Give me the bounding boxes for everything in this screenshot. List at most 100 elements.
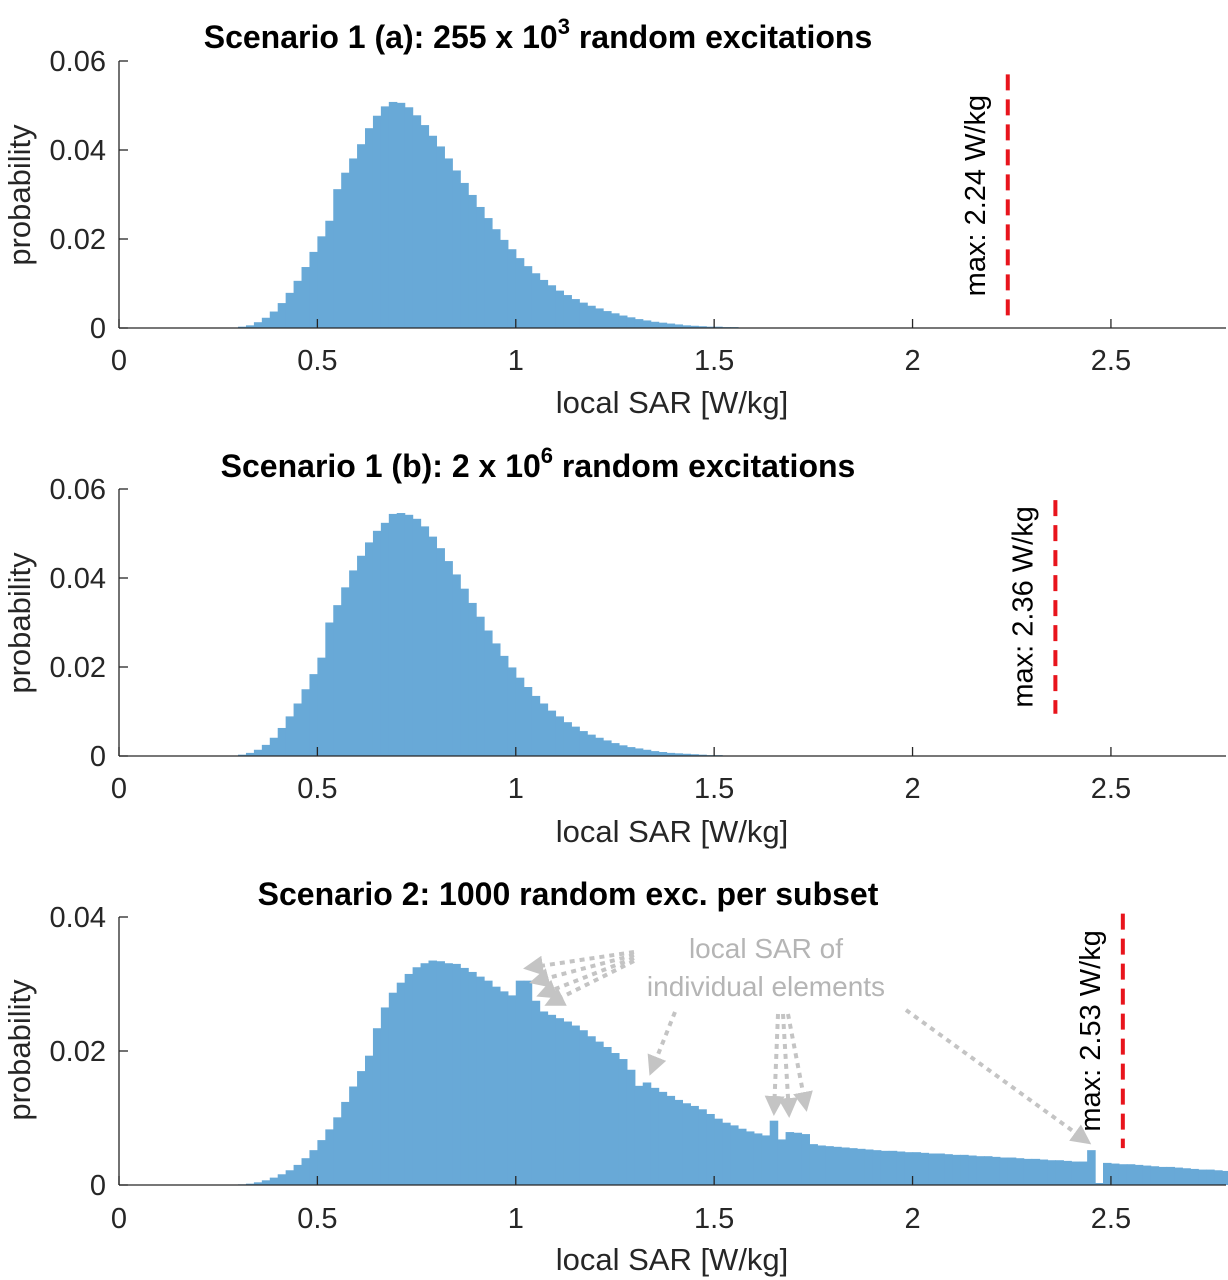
histogram-bar bbox=[349, 1086, 358, 1185]
axes bbox=[118, 60, 1226, 329]
histogram-bar bbox=[991, 1156, 1001, 1185]
histogram-bar bbox=[277, 303, 287, 328]
histogram-bar bbox=[349, 158, 358, 328]
y-tick-label: 0.02 bbox=[50, 1036, 106, 1068]
histogram-bar bbox=[388, 101, 398, 328]
histogram-bar bbox=[341, 172, 350, 328]
histogram-bar bbox=[380, 1007, 390, 1185]
histogram-bar bbox=[412, 115, 422, 328]
histogram-bar bbox=[642, 320, 652, 328]
y-axis-label: probability bbox=[2, 979, 37, 1121]
histogram-bar bbox=[293, 703, 303, 756]
annotation: local SAR of individual elements bbox=[523, 933, 1092, 1145]
histogram-bar bbox=[999, 1157, 1009, 1185]
y-tick-label: 0 bbox=[90, 313, 106, 345]
histogram-bar bbox=[396, 513, 406, 756]
histogram-bar bbox=[547, 1014, 557, 1185]
histogram-bar bbox=[269, 737, 279, 756]
histogram-bar bbox=[444, 158, 453, 328]
histogram-bar bbox=[595, 308, 604, 328]
histogram-bar bbox=[523, 687, 533, 756]
histogram-bar bbox=[587, 1036, 596, 1185]
histogram-bar bbox=[730, 1125, 739, 1185]
histogram-bar bbox=[428, 960, 438, 1185]
x-tick-label: 0 bbox=[111, 345, 127, 377]
histogram-bar bbox=[753, 1133, 763, 1185]
histogram-bar bbox=[460, 967, 469, 1185]
histogram-bar bbox=[1166, 1166, 1176, 1185]
y-axis-label: probability bbox=[2, 552, 37, 694]
histogram-bar bbox=[436, 146, 445, 328]
histogram-bar bbox=[579, 1030, 588, 1185]
histogram-bar bbox=[658, 1091, 668, 1185]
histogram-bar bbox=[1063, 1160, 1072, 1185]
histogram-bar bbox=[634, 748, 644, 756]
histogram-bar bbox=[968, 1155, 977, 1185]
histogram-bar bbox=[690, 325, 699, 328]
histogram-bar bbox=[476, 616, 485, 756]
histogram-bar bbox=[325, 220, 334, 328]
histogram-bar bbox=[484, 218, 493, 328]
histogram-bar bbox=[301, 689, 311, 756]
histogram-bar bbox=[539, 703, 549, 756]
histogram-bar bbox=[301, 1158, 311, 1185]
histogram-bar bbox=[404, 107, 414, 328]
histogram-bar bbox=[1047, 1160, 1056, 1185]
histogram-bar bbox=[611, 313, 620, 328]
x-tick-label: 2 bbox=[904, 1203, 920, 1235]
histogram-bar bbox=[547, 285, 557, 328]
histogram-bar bbox=[571, 1025, 580, 1185]
histogram-bar bbox=[531, 1000, 541, 1185]
histogram-bar bbox=[634, 319, 644, 328]
histogram-bar bbox=[944, 1154, 953, 1185]
histogram-bar bbox=[515, 677, 525, 756]
histogram-bar bbox=[404, 973, 414, 1185]
histogram-bar bbox=[555, 716, 564, 756]
histogram-bar bbox=[531, 273, 541, 328]
x-tick-label: 1 bbox=[508, 1203, 524, 1235]
y-tick-label: 0.02 bbox=[50, 224, 106, 256]
histogram-bar bbox=[563, 722, 572, 756]
x-tick-label: 1.5 bbox=[694, 773, 734, 805]
histogram-bar bbox=[825, 1146, 834, 1185]
histogram-bar bbox=[396, 102, 406, 328]
chart-title: Scenario 1 (a): 255 x 103 random excitat… bbox=[204, 14, 873, 55]
histogram-bar bbox=[809, 1144, 818, 1185]
histogram-bar bbox=[341, 1101, 350, 1185]
histogram-bar bbox=[1110, 1163, 1120, 1185]
histogram-bar bbox=[769, 1120, 779, 1185]
histogram-bar bbox=[666, 1095, 676, 1185]
histogram-bar bbox=[690, 754, 699, 756]
histogram-bar bbox=[436, 961, 445, 1185]
histogram-bar bbox=[460, 182, 469, 328]
histogram-bar bbox=[833, 1146, 842, 1185]
histogram-bar bbox=[587, 734, 596, 756]
histogram-bar bbox=[626, 747, 636, 756]
histogram-bar bbox=[238, 754, 247, 756]
y-tick-label: 0.04 bbox=[50, 902, 106, 934]
histogram-bar bbox=[468, 194, 477, 328]
tick-labels: 0 0.5 1 1.5 2 2.5 0 0.02 0.04 bbox=[50, 902, 1132, 1235]
histogram-bar bbox=[666, 323, 676, 328]
histogram-bar bbox=[317, 236, 326, 328]
histogram-bar bbox=[1134, 1164, 1144, 1185]
histogram-bar bbox=[333, 1117, 342, 1185]
histogram-bar bbox=[333, 189, 342, 328]
histogram-bar bbox=[1039, 1159, 1049, 1185]
histogram-bar bbox=[563, 295, 572, 328]
histogram-bar bbox=[587, 305, 596, 328]
histogram-bar bbox=[650, 1087, 660, 1185]
histogram-bar bbox=[722, 1122, 731, 1185]
x-tick-label: 0 bbox=[111, 1203, 127, 1235]
histogram-bar bbox=[579, 302, 588, 328]
tick-labels: 0 0.5 1 1.5 2 2.5 0 0.02 0.04 0.06 bbox=[50, 46, 1132, 377]
x-axis-label: local SAR [W/kg] bbox=[556, 814, 789, 849]
histogram-bar bbox=[491, 643, 501, 756]
x-axis-label: local SAR [W/kg] bbox=[556, 1242, 789, 1277]
histogram-bar bbox=[603, 311, 612, 328]
histogram-bar bbox=[1087, 1150, 1096, 1185]
histogram-bar bbox=[285, 716, 295, 756]
histogram-bar bbox=[1190, 1168, 1199, 1185]
histogram-bar bbox=[555, 290, 564, 328]
histogram-bar bbox=[698, 326, 707, 328]
